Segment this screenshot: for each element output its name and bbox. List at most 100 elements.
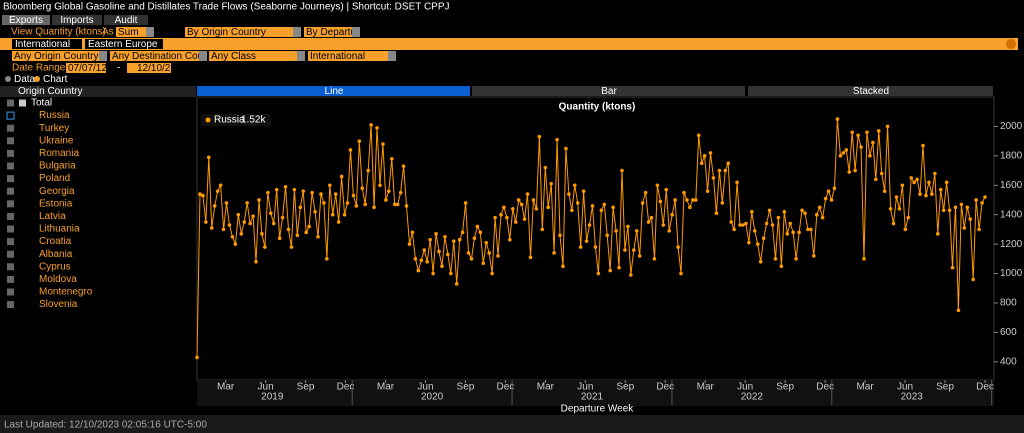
checkbox[interactable]	[7, 275, 14, 283]
chart-tab-label[interactable]: Stacked	[853, 86, 889, 97]
x-tick-label: Dec	[656, 382, 674, 393]
selector-value[interactable]: Any Origin Country	[14, 51, 98, 62]
x-tick-label: Dec	[816, 382, 834, 393]
selector-arrow[interactable]	[297, 51, 305, 61]
radio[interactable]	[5, 76, 11, 82]
checkbox[interactable]	[7, 187, 14, 195]
selector[interactable]	[308, 51, 396, 61]
checkbox[interactable]	[6, 111, 15, 120]
checkbox[interactable]	[7, 162, 14, 170]
data-point	[348, 148, 353, 152]
data-point	[508, 237, 512, 242]
selector[interactable]	[12, 51, 107, 61]
dropdown[interactable]	[116, 27, 154, 37]
tab-label[interactable]: Exports	[9, 15, 43, 26]
chart-tab[interactable]	[472, 86, 745, 96]
tree-item[interactable]: Croatia	[39, 236, 72, 247]
data-point	[953, 205, 958, 210]
filter-chip[interactable]	[85, 39, 163, 49]
y-tick-label: 1400	[1000, 209, 1023, 220]
selector-value[interactable]: International	[310, 51, 365, 62]
tab-label[interactable]: Audit	[115, 15, 138, 26]
dropdown-arrow[interactable]	[293, 27, 301, 37]
tree-item[interactable]: Russia	[39, 110, 70, 121]
tree-item[interactable]: Poland	[39, 173, 70, 184]
filter-chip-label[interactable]: International	[15, 39, 70, 50]
radio-label[interactable]: Chart	[43, 74, 68, 85]
data-point	[510, 207, 515, 211]
tree-item[interactable]: Bulgaria	[39, 161, 76, 172]
radio-label[interactable]: Data	[14, 74, 36, 85]
checkbox[interactable]	[7, 238, 14, 246]
selector[interactable]	[110, 51, 207, 61]
data-point	[876, 129, 881, 133]
data-point	[257, 198, 261, 202]
tab[interactable]	[104, 15, 148, 25]
tree-item[interactable]: Montenegro	[39, 287, 93, 298]
dropdown[interactable]	[304, 27, 360, 37]
tree-item[interactable]: Slovenia	[39, 299, 78, 310]
selector-arrow[interactable]	[388, 51, 396, 61]
tree-item[interactable]: Romania	[39, 148, 79, 159]
filter-chip-label[interactable]: Eastern Europe	[88, 39, 158, 50]
dropdown-value[interactable]: By Origin Country	[187, 27, 266, 38]
date-to[interactable]: 12/10/23	[137, 63, 176, 74]
filter-chip[interactable]	[12, 39, 82, 49]
checkbox[interactable]	[7, 149, 14, 157]
chart-tab[interactable]	[197, 86, 470, 96]
tab[interactable]	[52, 15, 102, 25]
dropdown[interactable]	[185, 27, 301, 37]
tree-item[interactable]: Albania	[39, 249, 73, 260]
dropdown-value[interactable]: By Departur	[306, 27, 360, 38]
tree-item[interactable]: Ukraine	[39, 135, 74, 146]
date-from[interactable]: 07/07/12	[68, 63, 107, 74]
selector-value[interactable]: Any Destination Coun	[112, 51, 209, 62]
chart-tab[interactable]	[748, 86, 993, 96]
dropdown-arrow[interactable]	[146, 27, 154, 37]
selector-value[interactable]: Any Class	[211, 51, 256, 62]
checkbox[interactable]	[7, 200, 14, 208]
tree-item[interactable]: Georgia	[39, 186, 75, 197]
data-point	[640, 201, 645, 205]
clear-filters[interactable]	[1006, 39, 1016, 49]
tab[interactable]	[2, 15, 50, 25]
checkbox[interactable]	[7, 288, 14, 296]
collapse-box[interactable]	[19, 99, 26, 107]
tree-item[interactable]: Moldova	[39, 274, 77, 285]
dropdown-arrow[interactable]	[352, 27, 360, 37]
checkbox[interactable]	[7, 212, 14, 220]
data-point	[667, 229, 672, 233]
tree-item[interactable]: Turkey	[39, 123, 69, 134]
y-tick-label: 800	[1000, 298, 1017, 309]
data-point	[871, 140, 875, 145]
data-point	[738, 223, 742, 227]
checkbox[interactable]	[7, 137, 14, 145]
data-point	[277, 236, 282, 241]
selector-arrow[interactable]	[199, 51, 207, 61]
chart-tab-label[interactable]: Line	[325, 86, 344, 97]
checkbox[interactable]	[7, 250, 14, 258]
chart-tab-label[interactable]: Bar	[601, 86, 617, 97]
date-field[interactable]	[127, 63, 171, 73]
checkbox[interactable]	[7, 175, 14, 183]
tree-item[interactable]: Lithuania	[39, 224, 80, 235]
y-tick-label: 2000	[1000, 121, 1023, 132]
checkbox[interactable]	[7, 263, 14, 271]
checkbox[interactable]	[7, 124, 14, 132]
selector-arrow[interactable]	[99, 51, 107, 61]
dropdown-value[interactable]: Sum	[118, 27, 139, 38]
tree-item[interactable]: Total	[31, 98, 52, 109]
checkbox[interactable]	[7, 301, 14, 309]
data-point	[242, 220, 247, 224]
checkbox[interactable]	[7, 99, 14, 107]
tab-label[interactable]: Imports	[60, 15, 93, 26]
date-field[interactable]	[66, 63, 106, 73]
checkbox[interactable]	[7, 225, 14, 233]
tree-item[interactable]: Latvia	[39, 211, 66, 222]
legend-value: 1.52k	[241, 115, 266, 126]
radio[interactable]	[34, 76, 40, 82]
tree-item[interactable]: Estonia	[39, 198, 73, 209]
x-tick-label: Sep	[616, 382, 634, 393]
tree-item[interactable]: Cyprus	[39, 261, 71, 272]
selector[interactable]	[209, 51, 305, 61]
